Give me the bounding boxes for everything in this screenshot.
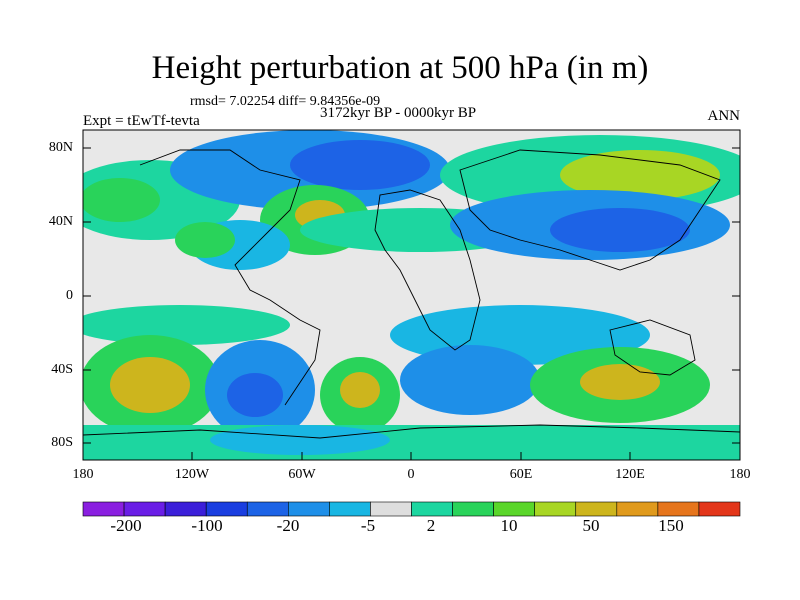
lon-ticks <box>82 452 741 460</box>
period-label: 3172kyr BP - 0000kyr BP <box>320 105 477 121</box>
colorbar-swatch-15 <box>698 501 741 517</box>
map-title: Height perturbation at 500 hPa (in m) <box>151 50 649 86</box>
americas-coast <box>139 149 321 406</box>
field-region-saus-core <box>580 364 660 400</box>
colorbar-swatch-8 <box>411 501 453 517</box>
colorbar-swatch-2 <box>164 501 207 517</box>
colorbar <box>82 501 741 517</box>
colorbar-swatch-10 <box>493 501 535 517</box>
lat-label-40s: 40S <box>51 362 73 377</box>
colorbar-swatch-4 <box>246 501 289 517</box>
colorbar-swatch-14 <box>657 501 700 517</box>
colorbar-swatch-13 <box>616 501 659 517</box>
colorbar-swatch-11 <box>534 501 577 517</box>
field-layer <box>83 130 740 460</box>
colorbar-swatch-5 <box>288 501 330 517</box>
africa-europe-coast <box>374 189 481 351</box>
lat-ticks <box>83 147 740 444</box>
colorbar-label-4: 2 <box>426 516 436 535</box>
field-region-arctic-core <box>290 140 430 190</box>
field-region-satl-core <box>340 372 380 408</box>
colorbar-swatch-6 <box>329 501 371 517</box>
lon-label-60e: 60E <box>509 467 533 482</box>
field-region-gulf <box>175 222 235 258</box>
field-region-siberia-core <box>560 150 720 200</box>
colorbar-label-0: -200 <box>110 516 142 535</box>
lon-label-0: 0 <box>407 467 415 482</box>
field-region-spac-core <box>110 357 190 413</box>
lat-label-80s: 80S <box>51 435 73 450</box>
colorbar-label-7: 150 <box>658 516 684 535</box>
colorbar-label-6: 50 <box>582 516 600 535</box>
stats-line: rmsd= 7.02254 diff= 9.84356e-09 <box>190 94 381 109</box>
lon-label-60w: 60W <box>288 467 316 482</box>
lon-label-180e: 180 <box>729 467 751 482</box>
field-region-npac-core <box>83 178 160 222</box>
lat-label-40n: 40N <box>48 214 73 229</box>
lat-label-eq: 0 <box>66 288 73 303</box>
colorbar-label-1: -100 <box>191 516 223 535</box>
colorbar-label-2: -20 <box>276 516 300 535</box>
season-label: ANN <box>707 108 741 124</box>
field-region-sind <box>400 345 540 415</box>
colorbar-swatch-1 <box>123 501 166 517</box>
lon-label-120e: 120E <box>615 467 645 482</box>
antarctica-coast <box>83 424 740 439</box>
colorbar-swatch-12 <box>575 501 618 517</box>
experiment-label: Expt = tEwTf-tevta <box>83 113 200 129</box>
colorbar-swatch-3 <box>205 501 248 517</box>
australia-coast <box>609 319 696 376</box>
field-region-antarctic-neg <box>210 425 390 455</box>
colorbar-label-3: -5 <box>360 516 376 535</box>
asia-coast <box>459 149 721 271</box>
field-region-sam-core <box>227 373 283 417</box>
colorbar-label-5: 10 <box>500 516 518 535</box>
colorbar-swatch-9 <box>452 501 494 517</box>
lon-label-120w: 120W <box>174 467 210 482</box>
field-region-asia-core <box>550 208 690 252</box>
lat-label-80n: 80N <box>48 140 73 155</box>
lon-label-180w: 180 <box>72 467 94 482</box>
colorbar-swatch-7 <box>370 501 412 517</box>
coastlines <box>83 149 740 439</box>
colorbar-swatch-0 <box>82 501 125 517</box>
field-region-trop-pac <box>83 305 290 345</box>
